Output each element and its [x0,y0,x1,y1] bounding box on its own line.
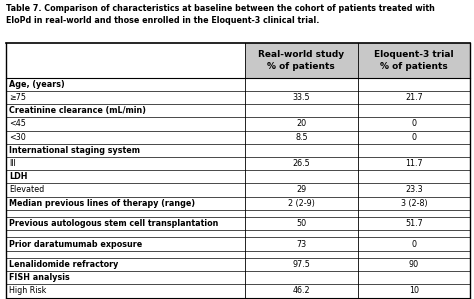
Text: 0: 0 [411,119,417,129]
Text: International staging system: International staging system [9,146,140,155]
Text: 3 (2-8): 3 (2-8) [401,199,428,208]
Text: Age, (years): Age, (years) [9,80,65,89]
Bar [358,43,470,78]
Text: Elevated: Elevated [9,185,44,194]
Text: FISH analysis: FISH analysis [9,273,70,282]
Text: 10: 10 [409,286,419,295]
Text: Real-world study
% of patients: Real-world study % of patients [258,51,345,71]
Text: 50: 50 [296,219,306,228]
Text: 8.5: 8.5 [295,133,308,142]
Text: Eloquent-3 trial
% of patients: Eloquent-3 trial % of patients [374,51,454,71]
Text: High Risk: High Risk [9,286,46,295]
Text: Table 7. Comparison of characteristics at baseline between the cohort of patient: Table 7. Comparison of characteristics a… [6,4,435,25]
Text: ≥75: ≥75 [9,93,26,102]
Text: Creatinine clearance (mL/min): Creatinine clearance (mL/min) [9,106,146,115]
Text: 23.3: 23.3 [405,185,423,194]
Text: 29: 29 [296,185,307,194]
Text: 2 (2-9): 2 (2-9) [288,199,315,208]
Text: Prior daratumumab exposure: Prior daratumumab exposure [9,239,142,248]
Text: 26.5: 26.5 [292,159,310,168]
Text: III: III [9,159,16,168]
Text: <30: <30 [9,133,26,142]
Text: LDH: LDH [9,172,27,181]
Text: 11.7: 11.7 [405,159,423,168]
Text: Previous autologous stem cell transplantation: Previous autologous stem cell transplant… [9,219,219,228]
Text: 0: 0 [411,133,417,142]
Text: Lenalidomide refractory: Lenalidomide refractory [9,260,118,269]
Text: 51.7: 51.7 [405,219,423,228]
Text: 20: 20 [296,119,306,129]
Text: 73: 73 [296,239,306,248]
Text: 21.7: 21.7 [405,93,423,102]
Text: 33.5: 33.5 [292,93,310,102]
Text: 97.5: 97.5 [292,260,310,269]
Text: 46.2: 46.2 [292,286,310,295]
Bar [245,43,358,78]
Text: 0: 0 [411,239,417,248]
Text: 90: 90 [409,260,419,269]
Text: <45: <45 [9,119,26,129]
Text: Median previous lines of therapy (range): Median previous lines of therapy (range) [9,199,195,208]
